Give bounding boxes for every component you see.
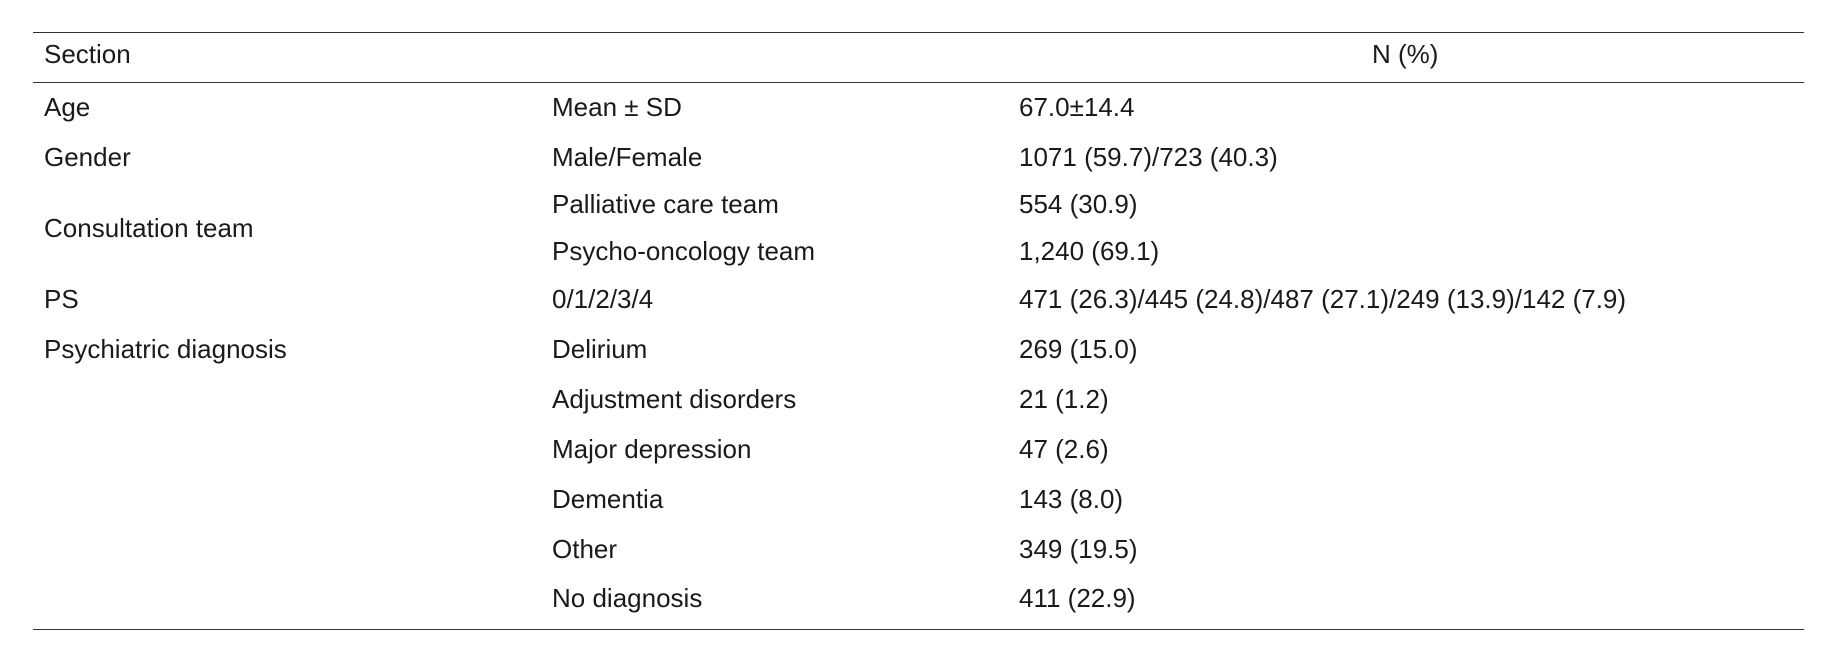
data-table: Section N (%) Age Mean ± SD 67.0±14.4 Ge… — [33, 32, 1804, 630]
row-ps-section: PS — [44, 284, 79, 314]
row-delirium-value: 269 (15.0) — [1019, 334, 1138, 364]
row-other-value: 349 (19.5) — [1019, 534, 1138, 564]
top-rule — [33, 32, 1804, 33]
row-age-item: Mean ± SD — [552, 92, 682, 122]
row-dementia-value: 143 (8.0) — [1019, 484, 1124, 514]
row-adjustment-value: 21 (1.2) — [1019, 384, 1109, 414]
row-no-diagnosis-item: No diagnosis — [552, 583, 703, 613]
row-ps-value: 471 (26.3)/445 (24.8)/487 (27.1)/249 (13… — [1019, 284, 1627, 314]
row-gender-value: 1071 (59.7)/723 (40.3) — [1019, 142, 1278, 172]
row-delirium-item: Delirium — [552, 334, 648, 364]
row-gender-item: Male/Female — [552, 142, 703, 172]
header-rule — [33, 82, 1804, 83]
table-header-row: Section N (%) — [33, 33, 1804, 82]
row-adjustment-item: Adjustment disorders — [552, 384, 797, 414]
row-palliative-item: Palliative care team — [552, 189, 779, 219]
row-depression-item: Major depression — [552, 434, 752, 464]
header-n-percent: N (%) — [1372, 39, 1439, 69]
bottom-rule — [33, 629, 1804, 630]
row-other-item: Other — [552, 534, 618, 564]
row-age-section: Age — [44, 92, 91, 122]
row-gender-section: Gender — [44, 142, 131, 172]
row-psycho-oncology-item: Psycho-oncology team — [552, 236, 816, 266]
row-no-diagnosis-value: 411 (22.9) — [1019, 583, 1136, 613]
row-palliative-value: 554 (30.9) — [1019, 189, 1138, 219]
header-section: Section — [44, 39, 131, 69]
row-dementia-item: Dementia — [552, 484, 664, 514]
row-ps-item: 0/1/2/3/4 — [552, 284, 654, 314]
row-depression-value: 47 (2.6) — [1019, 434, 1109, 464]
row-age-value: 67.0±14.4 — [1019, 92, 1135, 122]
row-psychiatric-section: Psychiatric diagnosis — [44, 334, 287, 364]
table-body: Age Mean ± SD 67.0±14.4 Gender Male/Fema… — [33, 83, 1804, 629]
row-psycho-oncology-value: 1,240 (69.1) — [1019, 236, 1160, 266]
row-consultation-section: Consultation team — [44, 213, 254, 243]
